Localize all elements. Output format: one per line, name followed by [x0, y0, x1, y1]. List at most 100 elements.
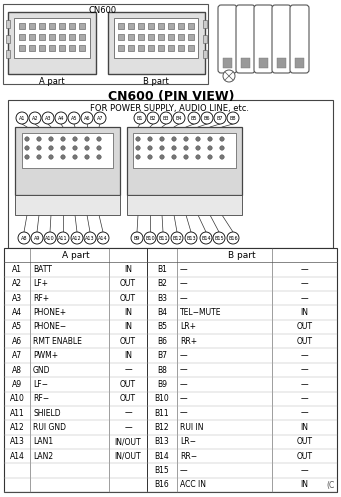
Text: A part: A part — [62, 250, 89, 259]
Bar — [29, 45, 35, 51]
Bar — [6, 20, 10, 28]
Circle shape — [25, 155, 29, 159]
Text: LF+: LF+ — [33, 279, 48, 288]
Text: B part: B part — [228, 250, 256, 259]
Bar — [69, 34, 75, 40]
Text: B2: B2 — [150, 115, 156, 120]
Bar — [59, 34, 65, 40]
Text: A4: A4 — [58, 115, 64, 120]
Text: A12: A12 — [72, 236, 82, 241]
Bar — [29, 34, 35, 40]
Text: —: — — [180, 351, 188, 360]
Circle shape — [172, 146, 176, 150]
Circle shape — [16, 112, 28, 124]
Text: ACC IN: ACC IN — [180, 480, 206, 490]
Circle shape — [184, 137, 188, 141]
Circle shape — [160, 155, 164, 159]
Text: —: — — [301, 380, 308, 389]
Text: A14: A14 — [98, 236, 108, 241]
Text: —: — — [180, 394, 188, 403]
Text: PHONE+: PHONE+ — [33, 308, 66, 317]
Bar — [128, 45, 134, 51]
Text: LAN1: LAN1 — [33, 437, 53, 446]
Text: —: — — [180, 466, 188, 475]
Bar — [3, 4, 208, 84]
Text: A2: A2 — [32, 115, 38, 120]
Circle shape — [85, 137, 89, 141]
FancyBboxPatch shape — [218, 5, 237, 73]
Text: CN600: CN600 — [89, 6, 117, 15]
Text: —: — — [301, 351, 308, 360]
Text: —: — — [301, 409, 308, 417]
Text: B16: B16 — [228, 236, 238, 241]
Bar — [39, 45, 45, 51]
Text: —: — — [180, 279, 188, 288]
Text: B1: B1 — [137, 115, 143, 120]
Text: B7: B7 — [217, 115, 223, 120]
Text: B part: B part — [143, 77, 169, 86]
Text: A10: A10 — [45, 236, 55, 241]
Text: LAN2: LAN2 — [33, 452, 53, 461]
Bar — [158, 34, 164, 40]
FancyBboxPatch shape — [290, 5, 309, 73]
Circle shape — [61, 155, 65, 159]
Circle shape — [97, 146, 101, 150]
Text: B6: B6 — [157, 337, 167, 346]
Bar — [69, 23, 75, 29]
Circle shape — [25, 146, 29, 150]
Circle shape — [61, 146, 65, 150]
Text: B16: B16 — [154, 480, 169, 490]
Circle shape — [227, 112, 239, 124]
Bar — [128, 23, 134, 29]
Text: OUT: OUT — [297, 452, 312, 461]
Bar — [79, 34, 85, 40]
Circle shape — [29, 112, 41, 124]
Text: B7: B7 — [157, 351, 167, 360]
Text: RUI IN: RUI IN — [180, 423, 204, 432]
Text: —: — — [124, 423, 132, 432]
Circle shape — [220, 137, 224, 141]
FancyBboxPatch shape — [236, 5, 255, 73]
Circle shape — [71, 232, 83, 244]
Bar — [158, 23, 164, 29]
Bar — [4, 248, 337, 492]
Circle shape — [25, 137, 29, 141]
Bar — [168, 45, 174, 51]
Bar — [168, 23, 174, 29]
Circle shape — [57, 232, 69, 244]
Circle shape — [55, 112, 67, 124]
Circle shape — [160, 146, 164, 150]
Bar — [203, 35, 207, 43]
Text: B9: B9 — [134, 236, 140, 241]
Bar — [168, 34, 174, 40]
Text: IN: IN — [300, 423, 309, 432]
Bar — [6, 35, 10, 43]
Circle shape — [172, 155, 176, 159]
Text: —: — — [180, 365, 188, 375]
Bar — [158, 45, 164, 51]
Text: IN: IN — [300, 308, 309, 317]
Bar — [39, 34, 45, 40]
Circle shape — [213, 232, 225, 244]
Bar — [148, 23, 154, 29]
Text: A13: A13 — [10, 437, 25, 446]
Text: B11: B11 — [155, 409, 169, 417]
Circle shape — [68, 112, 80, 124]
Text: B5: B5 — [191, 115, 197, 120]
Bar — [138, 34, 144, 40]
Bar — [178, 34, 184, 40]
Text: B13: B13 — [154, 437, 169, 446]
Bar — [277, 58, 286, 68]
Text: OUT: OUT — [120, 337, 136, 346]
Text: GND: GND — [33, 365, 50, 375]
Bar — [114, 18, 198, 58]
Text: OUT: OUT — [120, 394, 136, 403]
Text: —: — — [301, 394, 308, 403]
Bar — [148, 45, 154, 51]
Text: —: — — [124, 409, 132, 417]
Text: B4: B4 — [157, 308, 167, 317]
Text: B6: B6 — [204, 115, 210, 120]
Text: LF−: LF− — [33, 380, 48, 389]
Bar — [15, 195, 120, 215]
Circle shape — [97, 155, 101, 159]
